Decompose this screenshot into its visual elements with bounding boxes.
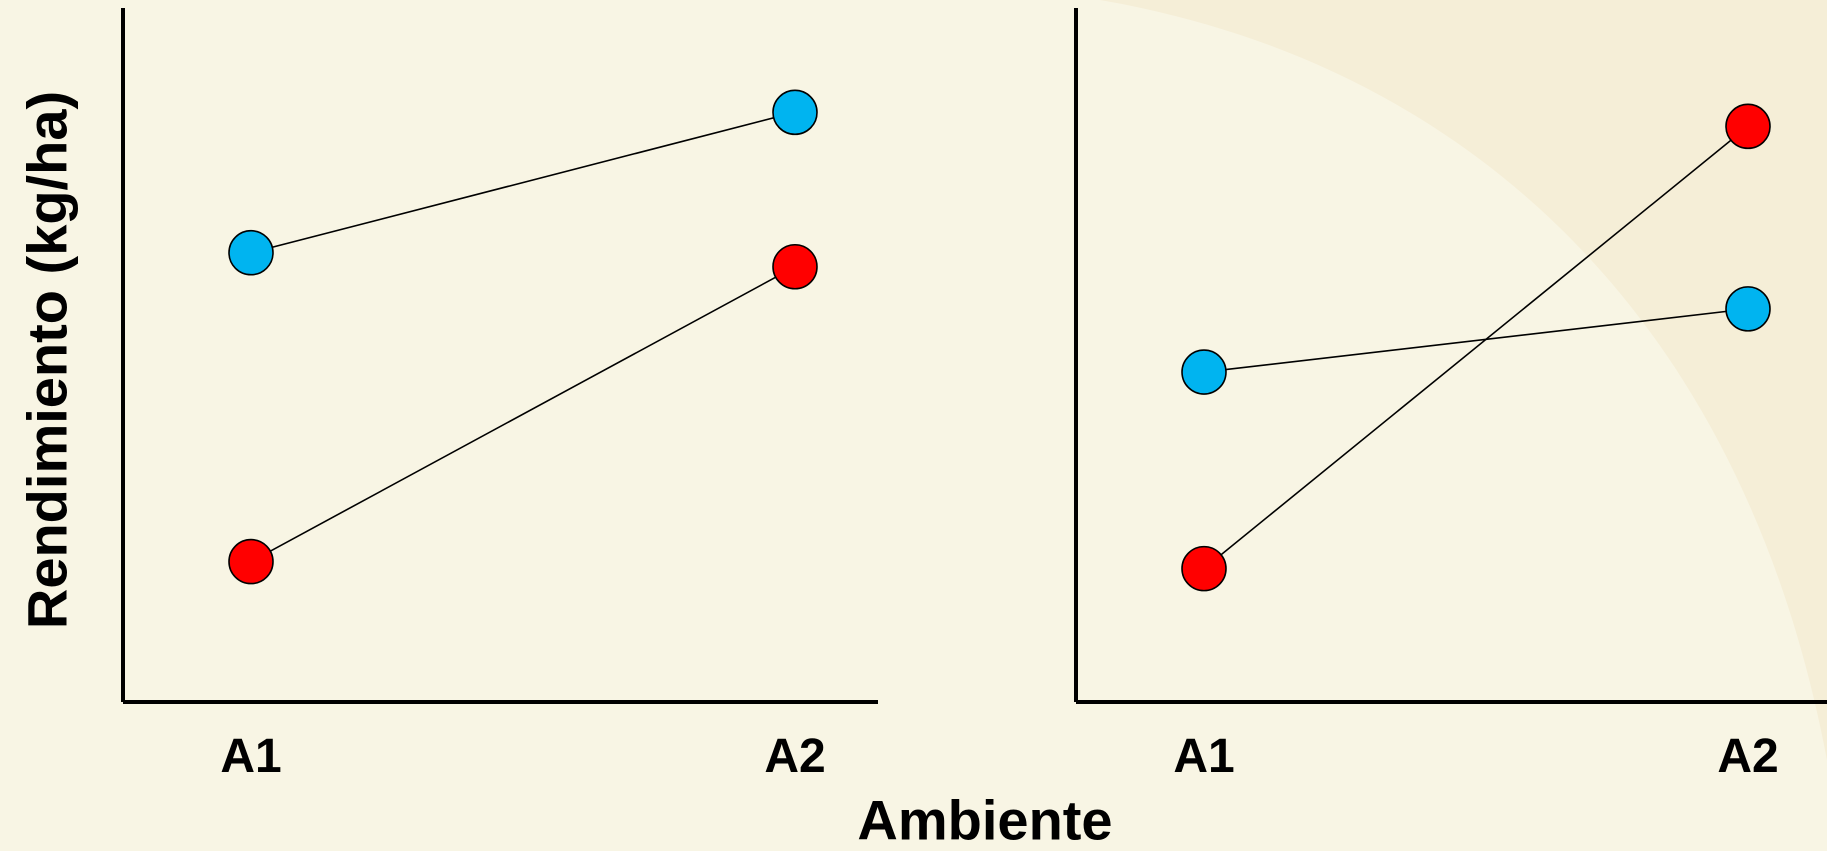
chart-right: A1 A2 (1074, 8, 1827, 783)
right-series-1-point-a1 (1181, 349, 1227, 395)
x-tick-label-a1: A1 (220, 730, 281, 783)
left-series-line-2 (250, 266, 796, 563)
right-series-2-point-a2 (1725, 103, 1771, 150)
left-series-1-point-a2 (772, 89, 818, 136)
right-series-1-point-a2 (1725, 286, 1771, 332)
left-series-line-1 (250, 111, 796, 254)
right-series-line-1 (1203, 308, 1749, 373)
x-tick-label-a1: A1 (1173, 730, 1234, 783)
y-axis-label: Rendimiento (kg/ha) (15, 90, 79, 630)
right-series-2-point-a1 (1181, 545, 1227, 592)
right-series-line-2 (1203, 125, 1749, 570)
x-tick-label-a2: A2 (1717, 730, 1778, 783)
left-series-2-point-a2 (772, 243, 818, 290)
x-axis-label: Ambiente (857, 788, 1113, 851)
x-tick-label-a2: A2 (764, 730, 825, 783)
left-series-1-point-a1 (228, 229, 274, 276)
left-series-2-point-a1 (228, 538, 274, 585)
chart-left: A1 A2 (121, 8, 878, 783)
